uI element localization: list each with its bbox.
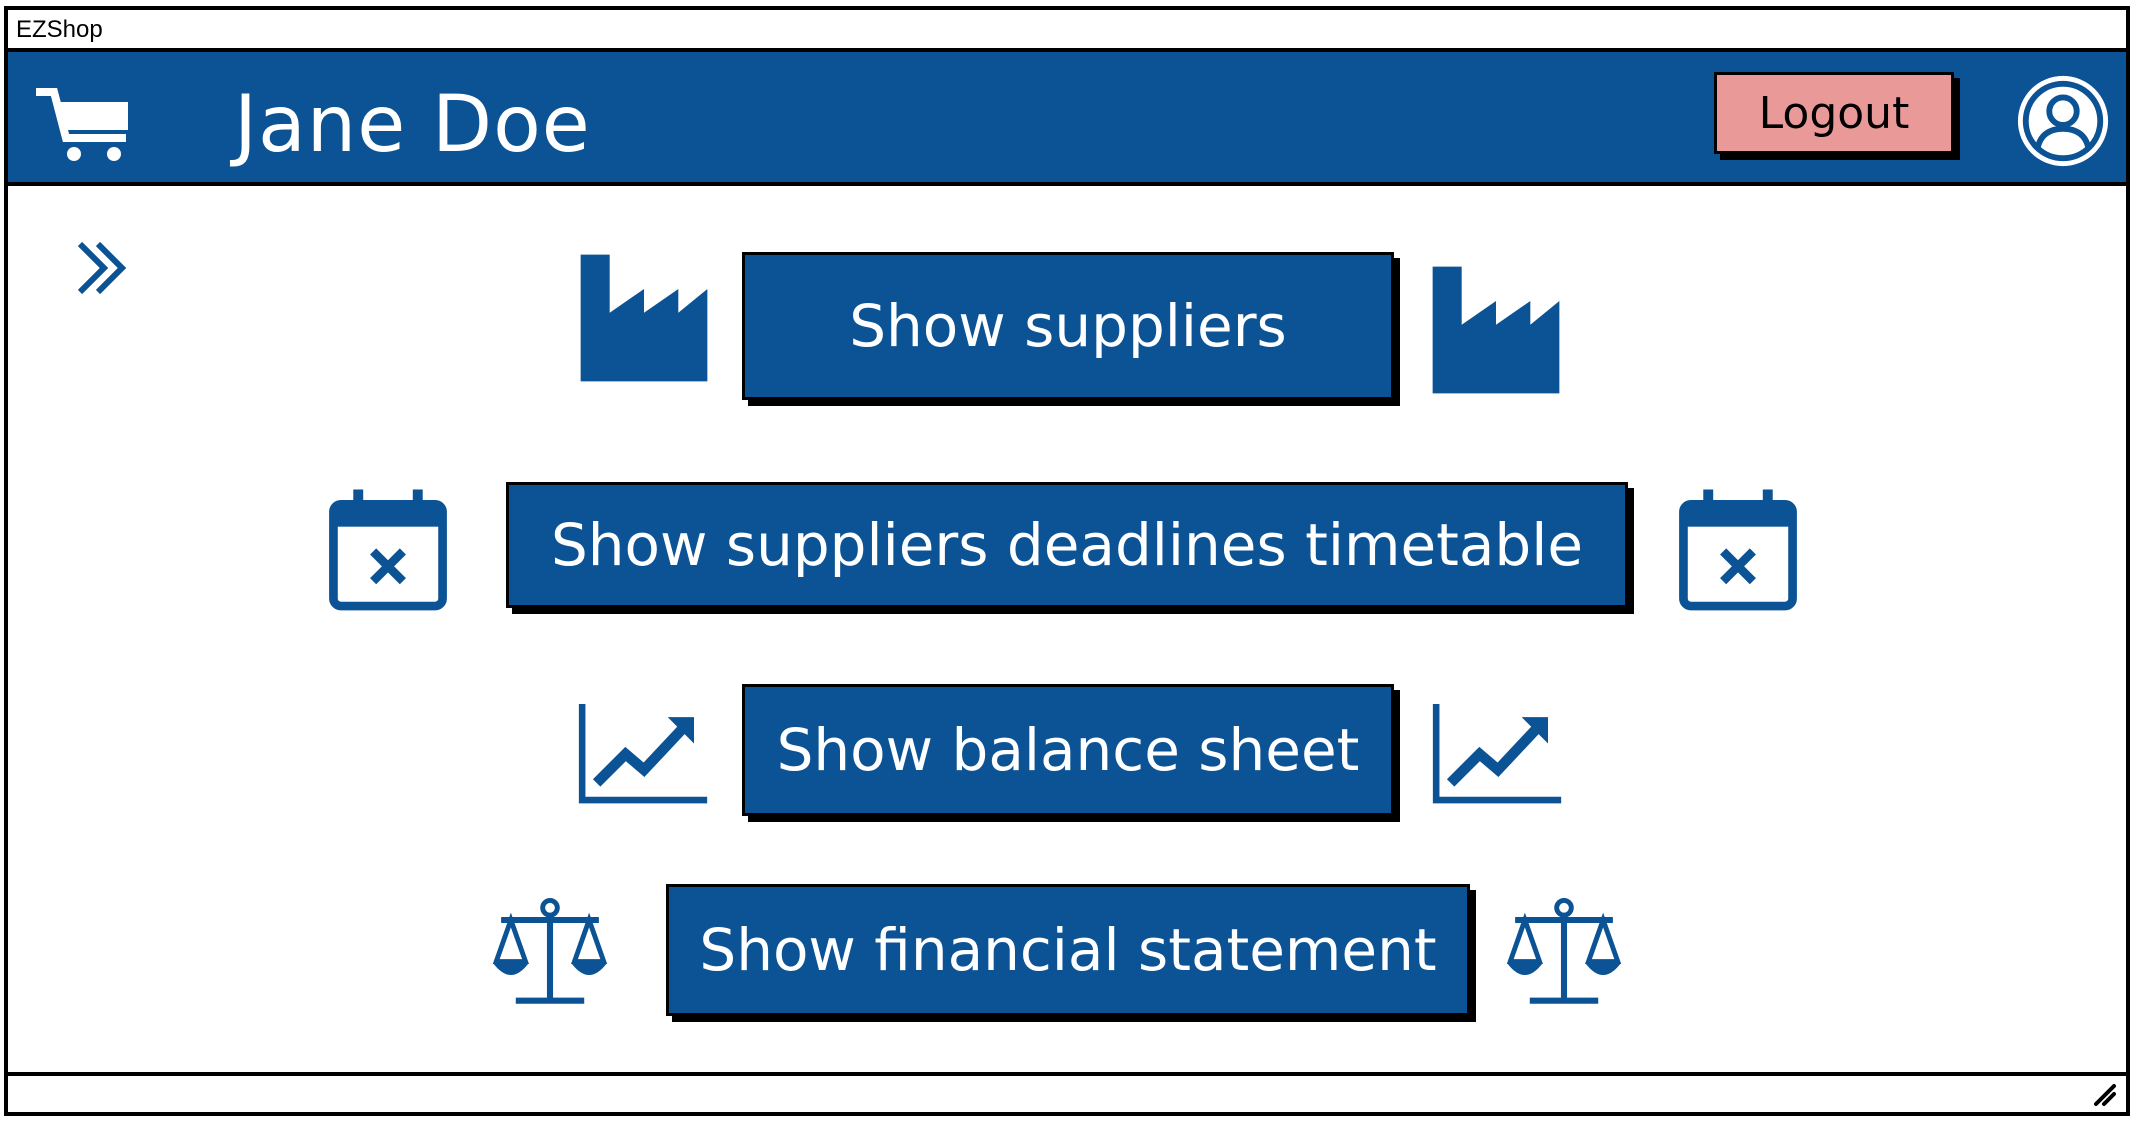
user-name: Jane Doe <box>234 80 591 170</box>
calendar-x-icon <box>1679 489 1797 611</box>
status-bar <box>8 1072 2126 1112</box>
factory-icon <box>580 254 708 382</box>
show-suppliers-button[interactable]: Show suppliers <box>742 252 1394 400</box>
logout-button[interactable]: Logout <box>1714 72 1954 154</box>
double-chevron-right-icon[interactable] <box>74 238 138 302</box>
show-suppliers-deadlines-timetable-button[interactable]: Show suppliers deadlines timetable <box>506 482 1628 608</box>
trending-up-chart-icon <box>1432 704 1562 804</box>
balance-scale-icon <box>492 898 608 1004</box>
resize-handle-icon[interactable] <box>2092 1082 2118 1108</box>
user-avatar-icon[interactable] <box>2014 72 2112 170</box>
factory-icon <box>1432 266 1560 394</box>
calendar-x-icon <box>329 489 447 611</box>
shopping-cart-icon[interactable] <box>36 86 136 166</box>
header-bar: Jane Doe Logout <box>8 52 2126 186</box>
balance-scale-icon <box>1506 898 1622 1004</box>
title-bar: EZShop <box>8 10 2126 52</box>
show-balance-sheet-button[interactable]: Show balance sheet <box>742 684 1394 816</box>
app-window: EZShop Jane Doe Logout Show suppliers <box>4 6 2130 1116</box>
show-financial-statement-button[interactable]: Show financial statement <box>666 884 1470 1016</box>
window-title: EZShop <box>16 16 103 43</box>
trending-up-chart-icon <box>578 704 708 804</box>
